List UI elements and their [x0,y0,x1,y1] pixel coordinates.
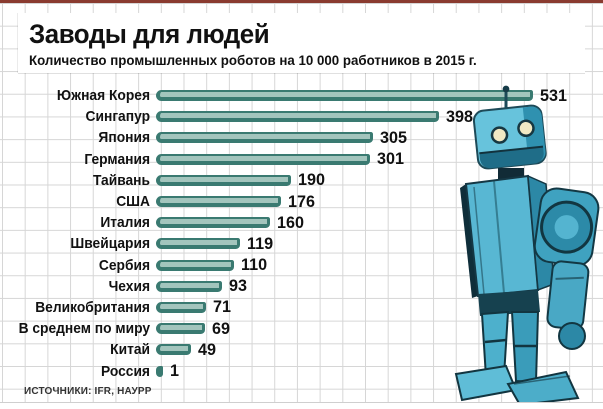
row-value: 531 [540,85,567,105]
row-bar [156,365,163,377]
chart-row: Китай 49 [0,339,603,360]
row-bar [156,153,370,165]
row-value: 176 [288,191,315,211]
row-value: 305 [380,127,407,147]
bottom-margin [0,402,603,409]
chart-row: Япония 305 [0,127,603,148]
chart-row: Чехия 93 [0,276,603,297]
row-label: Италия [100,214,150,232]
row-bar [156,301,206,313]
robot-eye-right [517,119,535,138]
robot-antenna [504,90,508,116]
row-bar [156,111,439,123]
row-label: Китай [110,341,150,359]
row-value: 1 [170,361,179,381]
row-bar [156,323,205,335]
row-label: Тайвань [92,171,150,189]
toy-robot-illustration [454,85,600,406]
row-value: 301 [377,149,404,169]
row-value: 398 [446,106,473,126]
row-value: 93 [229,276,247,296]
robot-eye-left [490,126,509,144]
robot-head [472,104,547,170]
row-label: Япония [98,129,150,147]
row-label: Южная Корея [56,87,150,105]
chart-row: Россия 1 [0,360,603,381]
chart-row: Сингапур 398 [0,106,603,127]
chart-row: В среднем по миру 69 [0,318,603,339]
chart-title: Заводы для людей [29,19,270,49]
chart-row: Южная Корея 531 [0,85,603,106]
row-value: 190 [298,170,325,190]
robot-arm [533,187,600,350]
row-value: 69 [212,318,230,338]
row-label: Германия [84,150,150,168]
row-label: Великобритания [35,298,150,316]
source-credit: ИСТОЧНИКИ: IFR, НАУРР [24,385,152,397]
chart-rows: Южная Корея 531 Сингапур 398 Япония 305 … [0,85,603,382]
chart-row: Сербия 110 [0,255,603,276]
row-value: 160 [277,212,304,232]
row-bar [156,344,191,356]
row-label: Швейцария [70,235,150,253]
chart-subtitle: Количество промышленных роботов на 10 00… [29,52,477,69]
row-bar [156,196,281,208]
row-bar [156,280,222,292]
row-value: 119 [247,233,274,253]
chart-row: США 176 [0,191,603,212]
top-accent-strip [0,0,603,3]
row-label: Россия [100,362,150,380]
chart-row: Италия 160 [0,212,603,233]
row-label: Сингапур [85,108,150,126]
row-bar [156,259,234,271]
row-label: США [116,193,150,211]
chart-row: Германия 301 [0,149,603,170]
robot-feet [454,364,580,406]
row-label: Сербия [98,256,150,274]
row-bar [156,174,291,186]
row-value: 49 [198,339,216,359]
chart-row: Швейцария 119 [0,233,603,254]
row-value: 71 [213,297,231,317]
row-label: В среднем по миру [18,320,151,338]
row-bar [156,90,533,102]
chart-row: Тайвань 190 [0,170,603,191]
chart-header: Заводы для людей Количество промышленных… [18,13,585,73]
row-bar [156,132,373,144]
row-label: Чехия [108,277,150,295]
row-value: 110 [241,255,268,275]
chart-row: Великобритания 71 [0,297,603,318]
row-bar [156,238,240,250]
row-bar [156,217,270,229]
